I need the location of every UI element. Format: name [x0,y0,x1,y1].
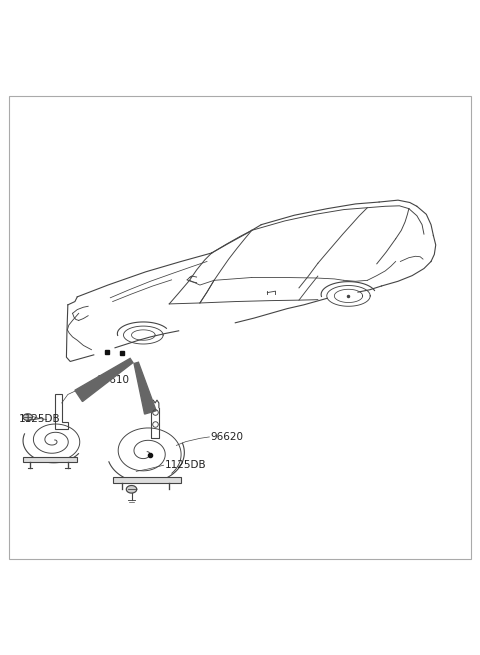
Text: 1125DB: 1125DB [19,415,61,424]
Polygon shape [23,414,33,421]
Text: 96610: 96610 [96,375,129,385]
Polygon shape [75,358,133,402]
Polygon shape [113,477,181,483]
Polygon shape [134,362,156,414]
Text: 96620: 96620 [210,432,243,442]
Polygon shape [126,485,137,493]
Polygon shape [23,457,77,462]
Text: 1125DB: 1125DB [165,460,206,470]
